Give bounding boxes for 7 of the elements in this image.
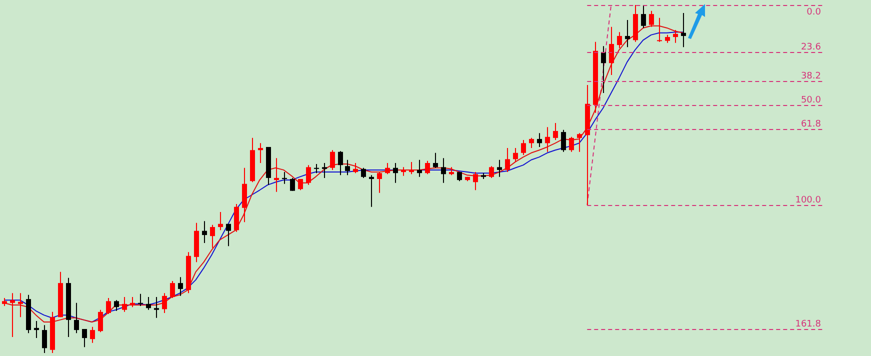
annotation: 61.8 [800,119,822,130]
annotation: 50.0 [800,95,822,106]
annotation: 100.0 [795,195,822,206]
annotation: 38.2 [800,71,821,82]
annotation: 23.6 [800,42,822,52]
annotation: 0.0 [806,7,822,18]
annotation: 161.8 [795,319,822,330]
